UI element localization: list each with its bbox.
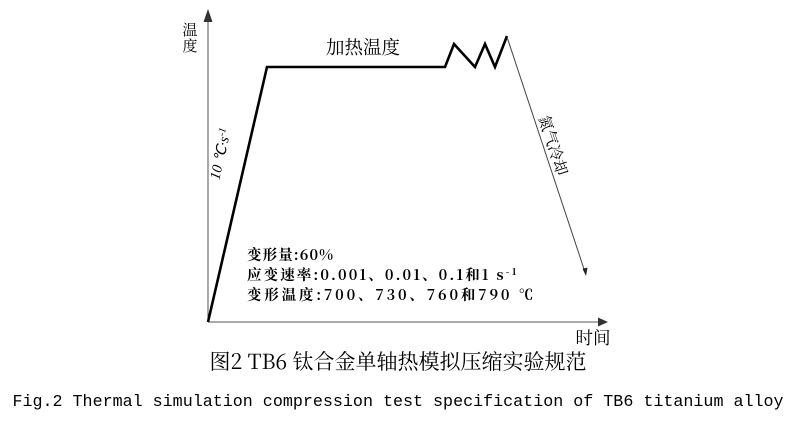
svg-text:度: 度 — [182, 35, 197, 56]
svg-text:变形量:60%: 变形量:60% — [247, 244, 334, 265]
svg-text:应变速率:0.001、0.01、0.1和1 s-1: 应变速率:0.001、0.01、0.1和1 s-1 — [247, 264, 519, 285]
svg-text:变形温度:700、730、760和790 ℃: 变形温度:700、730、760和790 ℃ — [247, 284, 536, 305]
svg-text:图2 TB6 钛合金单轴热模拟压缩实验规范: 图2 TB6 钛合金单轴热模拟压缩实验规范 — [210, 346, 587, 376]
svg-text:加热温度: 加热温度 — [326, 34, 400, 60]
svg-text:时间: 时间 — [576, 325, 611, 350]
svg-text:氮气冷却: 氮气冷却 — [534, 112, 574, 178]
svg-text:10 ℃·s-1: 10 ℃·s-1 — [206, 127, 234, 182]
svg-text:Fig.2 Thermal simulation compr: Fig.2 Thermal simulation compression tes… — [12, 393, 783, 412]
